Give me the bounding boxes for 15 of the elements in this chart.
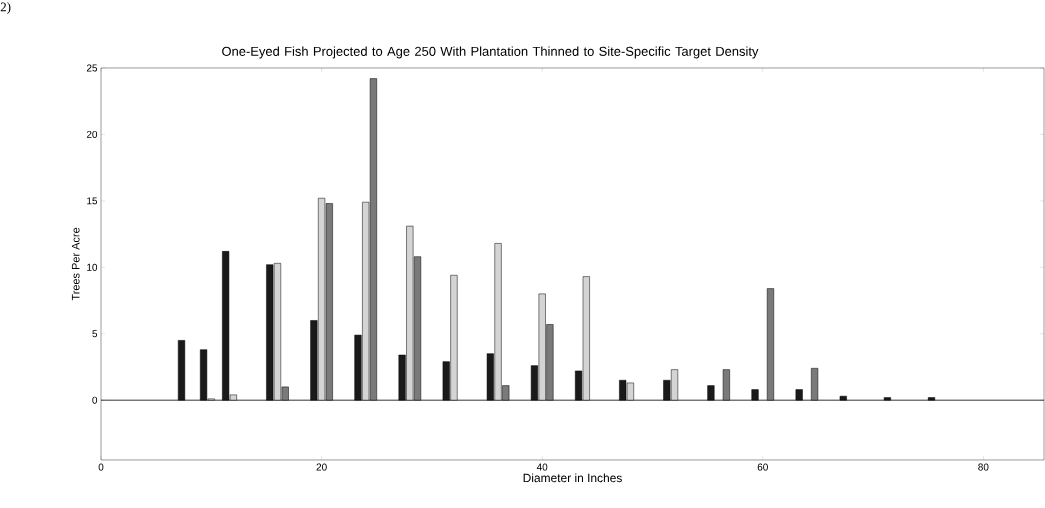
y-axis-title: Trees Per Acre — [71, 227, 80, 301]
x-tick-label: 60 — [757, 463, 768, 471]
y-tick-label: 15 — [87, 197, 98, 205]
text: 2) — [0, 2, 11, 14]
y-tick-label: 0 — [92, 396, 98, 404]
y-tick-label: 25 — [86, 64, 98, 72]
y-tick-label: 5 — [92, 330, 98, 338]
x-tick-label: 0 — [98, 463, 104, 471]
y-tick-label: 20 — [86, 130, 98, 138]
x-tick-label: 20 — [316, 463, 327, 471]
chart-title: One-Eyed Fish Projected to Age 250 With Plantation Thinned to Site-Specific Target Density — [222, 46, 759, 59]
x-tick-label: 80 — [978, 463, 989, 471]
x-axis-title: Diameter in Inches — [523, 473, 622, 483]
y-tick-label: 10 — [87, 263, 98, 271]
x-tick-label: 40 — [536, 463, 548, 471]
